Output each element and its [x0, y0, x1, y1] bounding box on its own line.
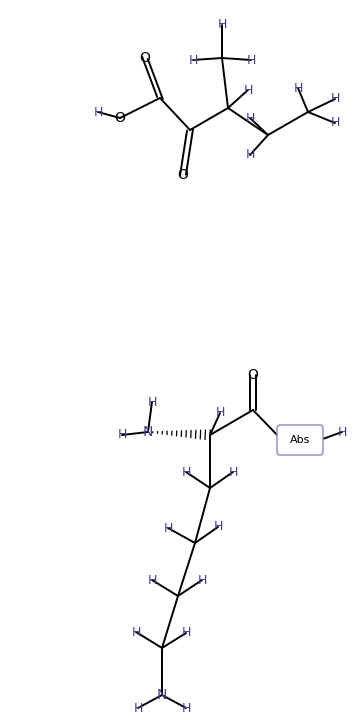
Text: O: O — [139, 51, 150, 65]
Text: H: H — [243, 84, 253, 96]
Text: H: H — [93, 106, 103, 119]
Text: O: O — [115, 111, 126, 125]
Text: H: H — [117, 428, 127, 441]
Text: H: H — [181, 626, 191, 639]
Text: N: N — [157, 688, 167, 702]
Text: H: H — [213, 521, 223, 534]
Text: H: H — [181, 701, 191, 714]
Text: H: H — [215, 407, 225, 420]
Text: H: H — [133, 701, 143, 714]
Text: N: N — [143, 425, 153, 439]
Text: O: O — [178, 168, 189, 182]
Text: H: H — [217, 19, 227, 32]
Text: H: H — [330, 117, 340, 130]
FancyBboxPatch shape — [277, 425, 323, 455]
Text: H: H — [163, 521, 173, 534]
Text: H: H — [131, 626, 141, 639]
Text: H: H — [228, 466, 238, 479]
Text: H: H — [245, 112, 255, 125]
Text: H: H — [330, 92, 340, 106]
Text: H: H — [197, 574, 207, 587]
Text: H: H — [188, 53, 198, 66]
Text: H: H — [337, 426, 347, 438]
Text: H: H — [181, 466, 191, 479]
Text: H: H — [147, 574, 157, 587]
Text: Abs: Abs — [290, 435, 310, 445]
Text: O: O — [248, 368, 258, 382]
Text: H: H — [293, 81, 303, 94]
Text: H: H — [245, 148, 255, 161]
Text: H: H — [246, 53, 256, 66]
Text: H: H — [147, 395, 157, 408]
